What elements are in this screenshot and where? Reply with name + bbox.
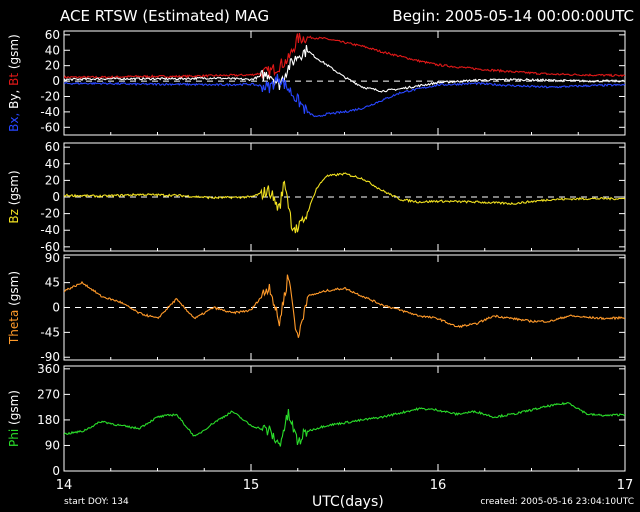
y-label-part: (gsm) [7,271,21,310]
panel-frame-b [63,30,626,136]
x-tick-label: 16 [430,478,447,493]
y-tick-label-bz: -60 [40,240,60,254]
y-tick-label-b: 0 [52,74,60,88]
y-tick-label-bz: -40 [40,223,60,237]
y-tick-label-theta: 90 [45,251,60,265]
y-tick-label-b: 20 [45,59,60,73]
y-tick-label-phi: 270 [37,387,60,401]
y-tick-label-bz: 0 [52,190,60,204]
x-tick-label: 14 [56,478,73,493]
y-tick-label-theta: 0 [52,301,60,315]
x-tick-label: 17 [617,478,634,493]
y-label-part: Phi [7,429,21,447]
y-label-part: (gsm) [7,390,21,429]
y-axis-label-theta: Theta (gsm) [7,271,21,345]
start-doy: start DOY: 134 [64,497,129,507]
y-tick-label-bz: -20 [40,207,60,221]
y-label-part: By, [7,90,21,113]
y-tick-label-b: -60 [40,120,60,134]
series-line-bx [64,73,625,118]
y-tick-label-theta: 45 [45,276,60,290]
y-axis-label-b: Bx, By, Bt (gsm) [7,34,21,132]
series-line-phi [64,401,625,447]
series-line-theta [64,274,625,338]
chart-title: ACE RTSW (Estimated) MAG [60,7,270,25]
y-label-part: (gsm) [7,34,21,73]
series-line-bt [64,32,625,80]
y-tick-label-theta: -45 [40,325,60,339]
y-tick-label-phi: 360 [37,362,60,376]
y-tick-label-b: 40 [45,43,60,57]
y-label-part: Bx, [7,113,21,132]
x-axis-label: UTC(days) [312,494,384,510]
x-tick-label: 15 [243,478,260,493]
series-line-bz [64,172,625,234]
y-tick-label-b: -40 [40,105,60,119]
y-label-part: Bz [7,209,21,224]
series-line-by [64,45,625,93]
y-label-part: Bt [7,73,21,90]
y-tick-label-theta: -90 [40,350,60,364]
y-tick-label-bz: 20 [45,173,60,187]
y-label-part: Theta [7,310,21,345]
y-axis-label-phi: Phi (gsm) [7,390,21,447]
y-label-part: (gsm) [7,170,21,209]
y-tick-label-phi: 90 [45,438,60,452]
y-axis-label-bz: Bz (gsm) [7,170,21,223]
y-tick-label-phi: 0 [52,464,60,478]
y-tick-label-bz: 40 [45,157,60,171]
y-tick-label-phi: 180 [37,413,60,427]
y-tick-label-b: 60 [45,28,60,42]
created-time: created: 2005-05-16 23:04:10UTC [480,497,634,507]
begin-time: Begin: 2005-05-14 00:00:00UTC [392,7,634,25]
panel-frame-phi [63,365,626,472]
y-tick-label-b: -20 [40,89,60,103]
y-tick-label-bz: 60 [45,140,60,154]
